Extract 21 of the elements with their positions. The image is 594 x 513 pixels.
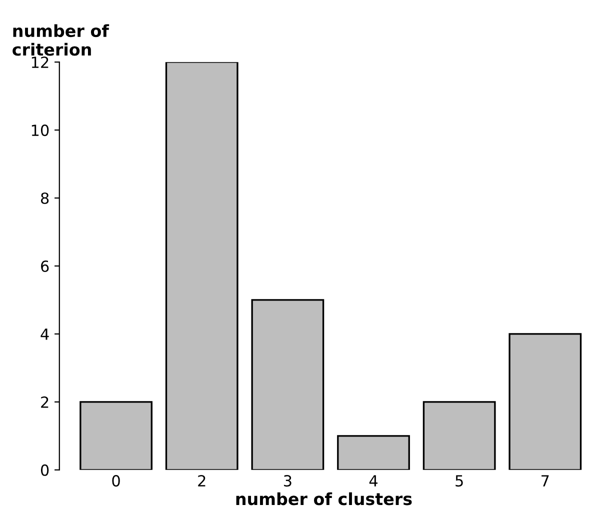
bar (337, 435, 410, 470)
x-axis-title: number of clusters (236, 492, 412, 506)
bar (80, 401, 152, 470)
bar (422, 401, 496, 470)
y-tick-label: 12 (32, 56, 48, 68)
bar (251, 299, 324, 470)
x-tick-label: 4 (369, 475, 378, 486)
x-tick-label: 2 (198, 475, 206, 486)
x-tick-label: 5 (456, 475, 463, 487)
y-tick-label: 6 (41, 260, 49, 272)
y-tick-label: 0 (40, 464, 49, 476)
y-tick-label: 10 (32, 124, 49, 136)
bar (165, 62, 238, 470)
bar (508, 333, 582, 470)
y-tick-label: 2 (41, 396, 48, 408)
x-tick-label: 3 (284, 475, 292, 487)
y-axis-title: number of criterion (12, 24, 110, 56)
x-tick-label: 0 (112, 475, 120, 487)
y-tick-label: 8 (40, 192, 49, 204)
y-tick-label: 4 (40, 328, 49, 340)
x-tick-label: 7 (542, 475, 549, 486)
